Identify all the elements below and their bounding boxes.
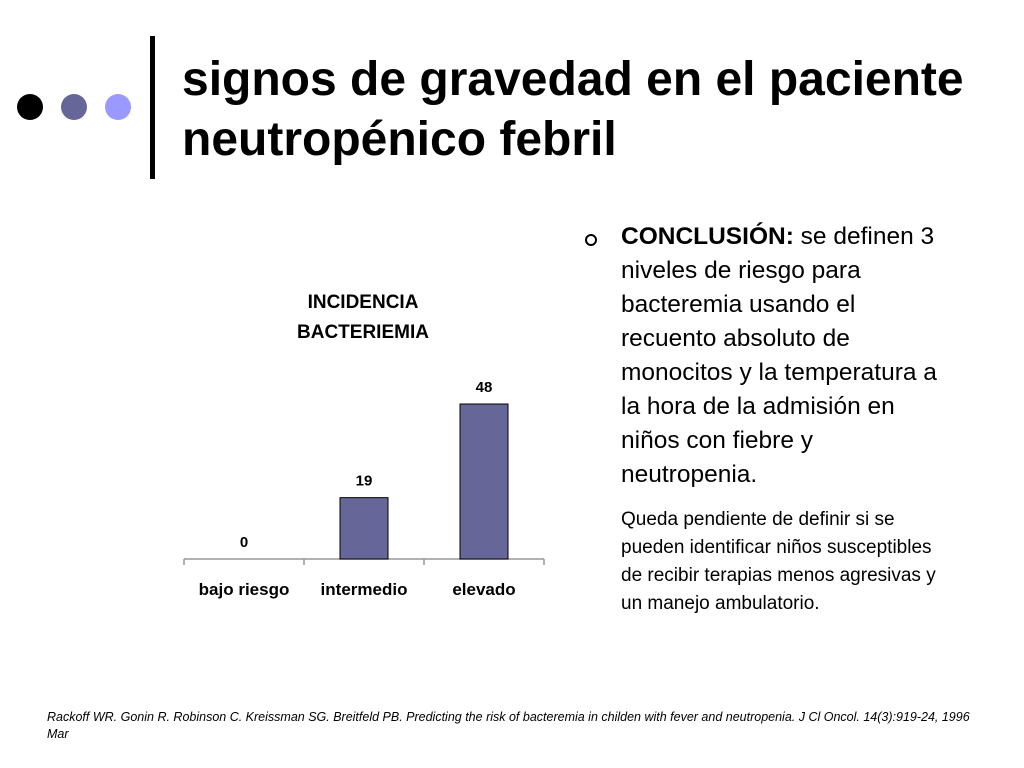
conclusion-text: se definen 3 niveles de riesgo para bact… (621, 223, 937, 488)
title-divider (150, 36, 155, 179)
slide-title: signos de gravedad en el paciente neutro… (182, 53, 964, 166)
x-tick-label: bajo riesgo (199, 580, 290, 599)
conclusion-paragraph: CONCLUSIÓN: se definen 3 niveles de ries… (621, 220, 941, 492)
decorative-dot-lavender (105, 94, 131, 120)
conclusion-lead: CONCLUSIÓN: (621, 223, 794, 250)
chart-title-line-1: INCIDENCIA (307, 292, 419, 313)
bullet-ring-icon (585, 234, 597, 246)
bar-intermedio (339, 497, 389, 560)
data-label: 19 (356, 473, 373, 490)
data-label: 0 (240, 534, 248, 551)
decorative-dot-black (17, 94, 43, 120)
x-tick-label: elevado (452, 580, 515, 599)
decorative-dot-slate (61, 94, 87, 120)
chart-title: INCIDENCIA BACTERIEMIA (240, 288, 486, 348)
bar-elevado (459, 403, 509, 560)
bar-chart: 0 bajo riesgo 19 intermedio 48 elevado (183, 379, 545, 599)
x-tick-label: intermedio (321, 580, 408, 599)
conclusion-note: Queda pendiente de definir si se pueden … (621, 509, 936, 614)
chart-title-line-2: BACTERIEMIA (297, 322, 429, 343)
data-label: 48 (476, 379, 493, 396)
citation: Rackoff WR. Gonin R. Robinson C. Kreissm… (47, 710, 970, 741)
